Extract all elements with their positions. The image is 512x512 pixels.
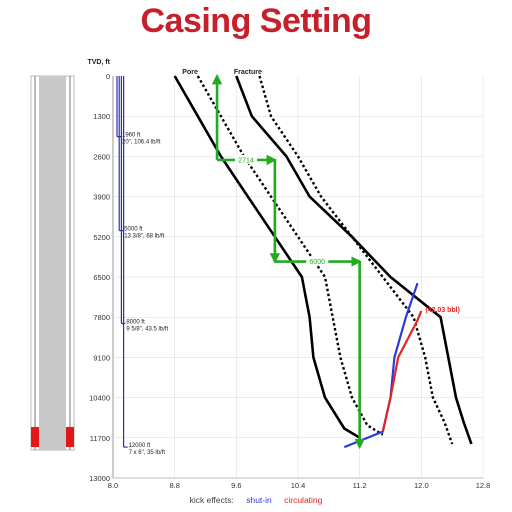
kick-volume-label: (42.03 bbl) [425, 307, 460, 314]
series-line-0 [173, 75, 361, 439]
design-depth-label: 6000 [309, 259, 325, 266]
y-axis-label: TVD, ft [87, 59, 110, 66]
y-tick-label: 2600 [93, 152, 110, 161]
x-tick-label: 12.0 [414, 481, 429, 490]
x-tick-label: 9.6 [231, 481, 241, 490]
legend: kick effects: shut-in circulating [0, 495, 512, 505]
x-tick-label: 8.8 [169, 481, 179, 490]
kick-effect-curves: (42.03 bbl) [343, 282, 460, 449]
y-tick-label: 5200 [93, 233, 110, 242]
kick-zone-bore [39, 427, 66, 447]
y-tick-label: 6500 [93, 273, 110, 282]
chart-grid: 0 1300 2600 3900 5200 6500 7800 9100 10400 11700 1… [87, 59, 490, 490]
casing-spec-label: 7 x 6", 35 lb/ft [129, 450, 166, 456]
design-depth-label: 2714 [238, 157, 254, 164]
series-line-2 [258, 75, 454, 445]
wellbore-schematic [30, 75, 75, 451]
series-line-1 [196, 75, 384, 436]
chart-labels: Pore Fracture [182, 69, 262, 76]
casing-spec-label: 20", 106.4 lb/ft [122, 140, 161, 146]
casing-depth-label: 12000 ft [129, 443, 151, 449]
fracture-label: Fracture [234, 69, 262, 76]
y-tick-label: 11700 [90, 434, 110, 443]
x-tick-label: 11.2 [353, 481, 367, 490]
y-tick-label: 10400 [89, 394, 110, 403]
design-label-bg [234, 154, 257, 164]
design-label-bg [306, 256, 329, 266]
casing-spec-label: 13 3/8", 68 lb/ft [124, 234, 164, 240]
pressure-curves [173, 75, 473, 445]
y-tick-label: 7800 [93, 313, 110, 322]
x-tick-label: 10.4 [291, 481, 306, 490]
y-tick-label: 1300 [93, 112, 110, 121]
y-tick-label: 9100 [93, 353, 110, 362]
legend-shut-in: shut-in [246, 495, 272, 505]
legend-circulating: circulating [284, 495, 323, 505]
y-tick-label: 0 [106, 72, 110, 81]
casing-depth-label: 5000 ft [124, 227, 143, 233]
circulating-curve [381, 310, 423, 432]
wellbore-fill [39, 76, 66, 450]
x-tick-label: 8.0 [108, 481, 118, 490]
y-tick-label: 13000 [89, 474, 110, 483]
page-title: Casing Setting [140, 2, 372, 40]
pore-label: Pore [182, 69, 198, 76]
series-line-3 [235, 75, 473, 445]
casing-depth-label: 8000 ft [126, 319, 145, 325]
y-tick-label: 3900 [93, 193, 110, 202]
casing-spec-label: 9 5/8", 43.5 lb/ft [126, 326, 168, 332]
casing-depth-label: 1960 ft [122, 133, 141, 139]
casing-design-arrows: 2714 6000 [211, 73, 365, 450]
legend-prefix: kick effects: [189, 495, 234, 505]
x-tick-label: 12.8 [476, 481, 491, 490]
